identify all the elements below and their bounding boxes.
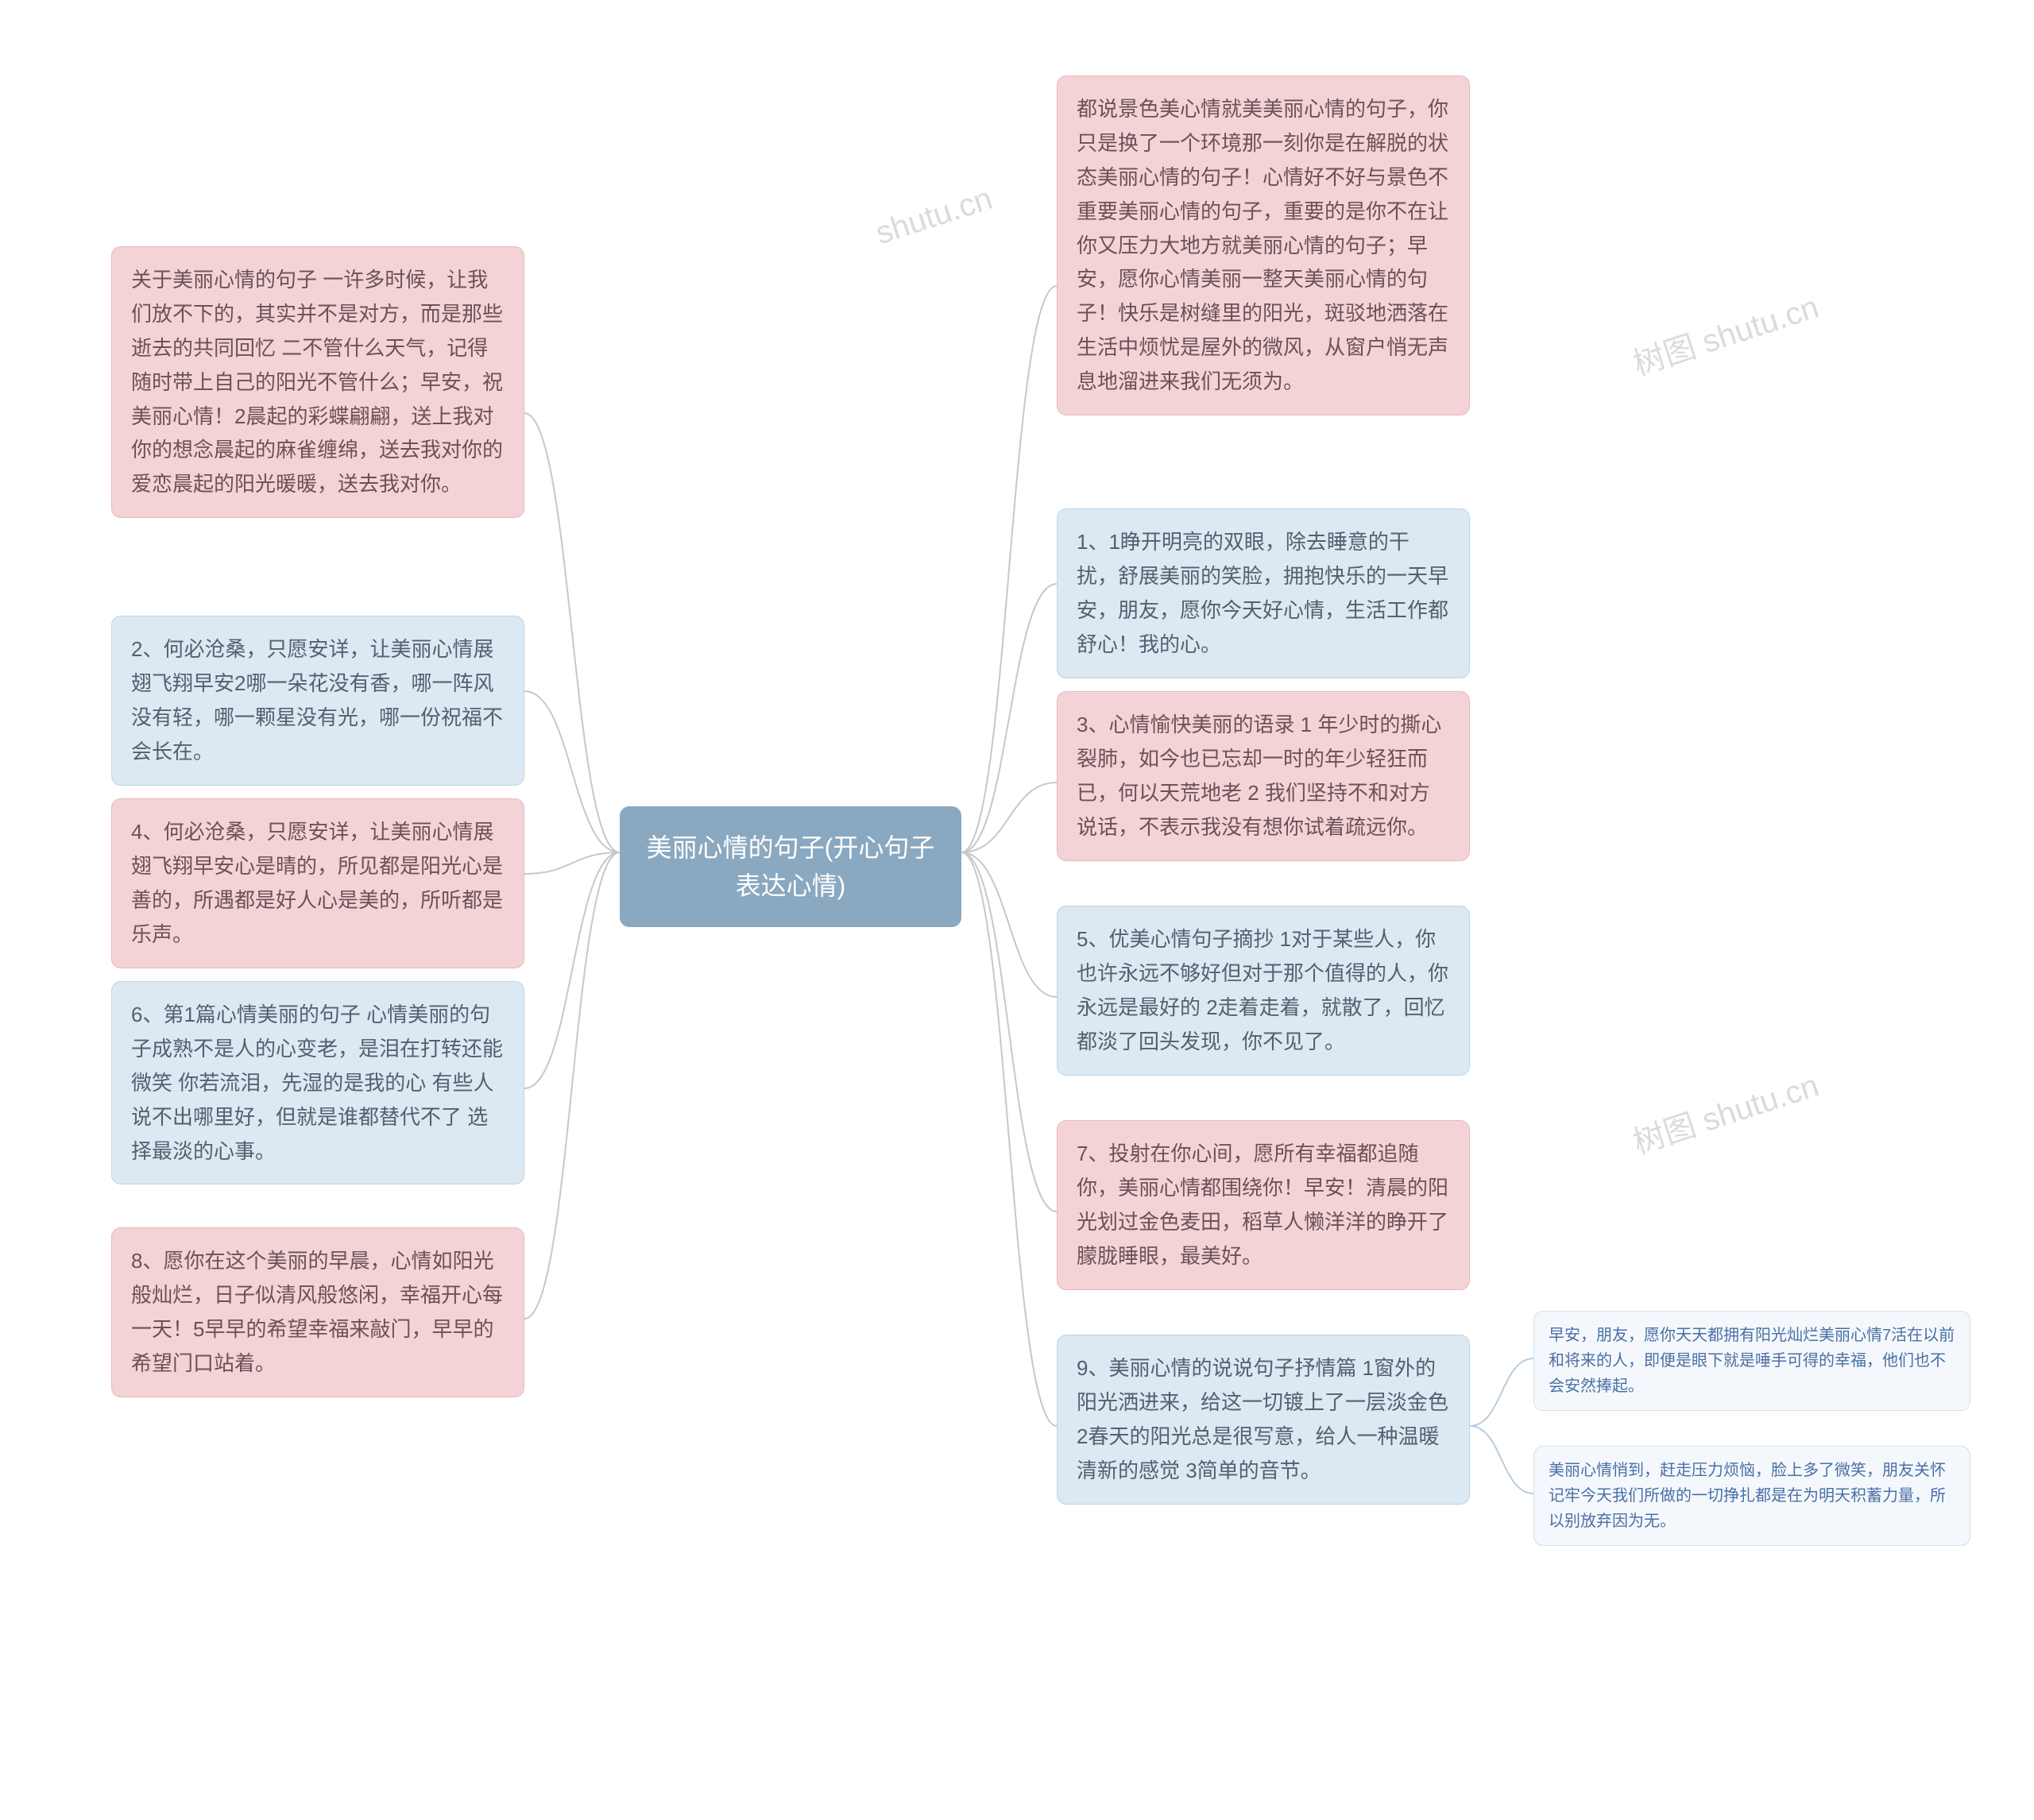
mindmap-node[interactable]: 美丽心情悄到，赶走压力烦恼，脸上多了微笑，朋友关怀记牢今天我们所做的一切挣扎都是… [1533, 1446, 1970, 1546]
watermark: 树图 shutu.cn [1626, 1060, 1823, 1163]
mindmap-node[interactable]: 都说景色美心情就美美丽心情的句子，你只是换了一个环境那一刻你是在解脱的状态美丽心… [1057, 75, 1470, 415]
mindmap-node[interactable]: 3、心情愉快美丽的语录 1 年少时的撕心裂肺，如今也已忘却一时的年少轻狂而已，何… [1057, 691, 1470, 861]
mindmap-node[interactable]: 6、第1篇心情美丽的句子 心情美丽的句子成熟不是人的心变老，是泪在打转还能微笑 … [111, 981, 524, 1184]
watermark: shutu.cn [872, 181, 997, 253]
watermark: 树图 shutu.cn [1626, 281, 1823, 384]
mindmap-node[interactable]: 1、1睁开明亮的双眼，除去睡意的干扰，舒展美丽的笑脸，拥抱快乐的一天早安，朋友，… [1057, 508, 1470, 678]
mindmap-node[interactable]: 8、愿你在这个美丽的早晨，心情如阳光般灿烂，日子似清风般悠闲，幸福开心每一天！5… [111, 1227, 524, 1397]
mindmap-node[interactable]: 7、投射在你心间，愿所有幸福都追随你，美丽心情都围绕你！早安！清晨的阳光划过金色… [1057, 1120, 1470, 1290]
mindmap-node[interactable]: 5、优美心情句子摘抄 1对于某些人，你也许永远不够好但对于那个值得的人，你永远是… [1057, 906, 1470, 1076]
mindmap-node[interactable]: 9、美丽心情的说说句子抒情篇 1窗外的阳光洒进来，给这一切镀上了一层淡金色 2春… [1057, 1335, 1470, 1505]
mindmap-node[interactable]: 4、何必沧桑，只愿安详，让美丽心情展翅飞翔早安心是晴的，所见都是阳光心是善的，所… [111, 798, 524, 968]
center-topic[interactable]: 美丽心情的句子(开心句子表达心情) [620, 806, 961, 927]
mindmap-node[interactable]: 早安，朋友，愿你天天都拥有阳光灿烂美丽心情7活在以前和将来的人，即便是眼下就是唾… [1533, 1311, 1970, 1411]
mindmap-node[interactable]: 关于美丽心情的句子 一许多时候，让我们放不下的，其实并不是对方，而是那些逝去的共… [111, 246, 524, 518]
mindmap-node[interactable]: 2、何必沧桑，只愿安详，让美丽心情展翅飞翔早安2哪一朵花没有香，哪一阵风没有轻，… [111, 616, 524, 786]
